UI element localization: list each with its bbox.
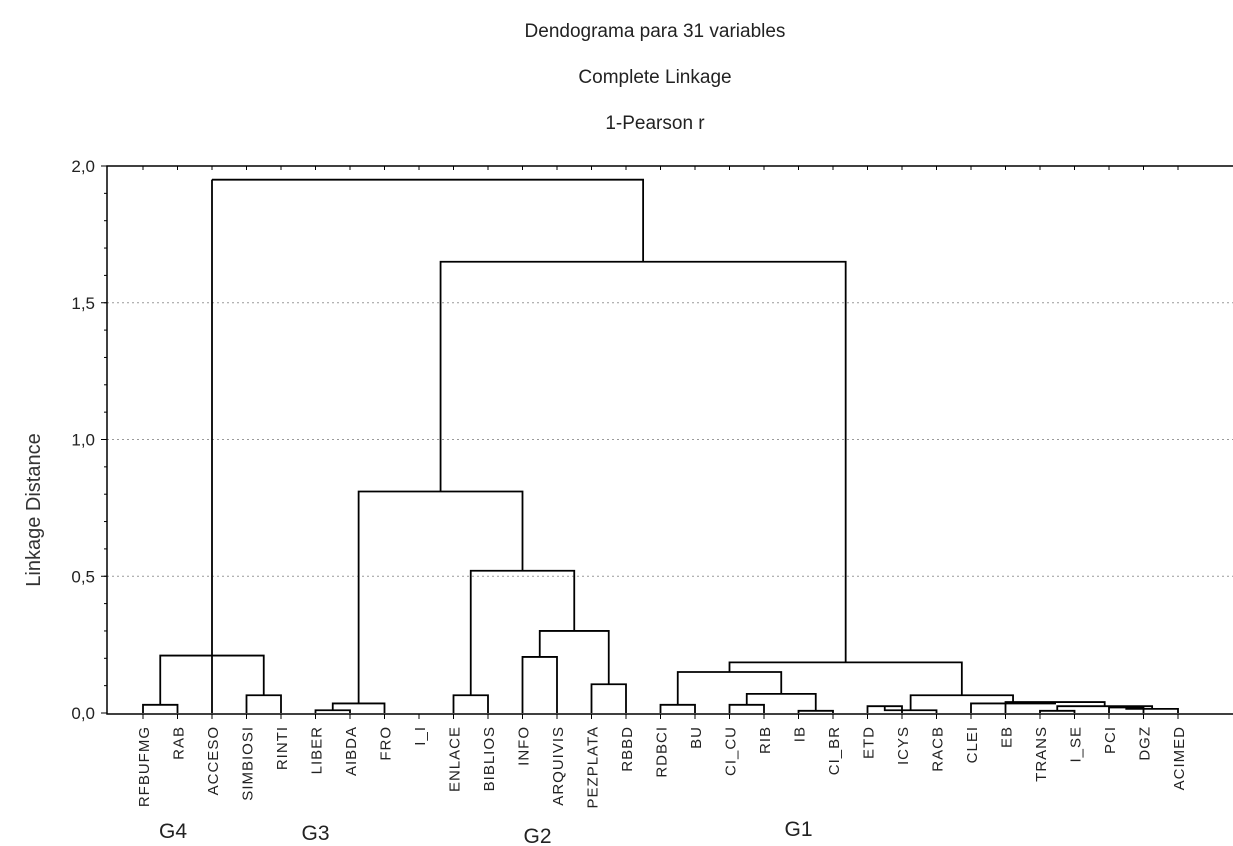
leaf-label-pezplata: PEZPLATA xyxy=(585,726,602,808)
leaf-label-etd: ETD xyxy=(861,726,878,759)
group-label-g3: G3 xyxy=(301,822,329,845)
chart-title-line-2: Complete Linkage xyxy=(578,67,731,88)
leaf-label-ci-br: CI_BR xyxy=(826,726,843,775)
leaf-label-info: INFO xyxy=(516,726,533,766)
leaf-label-acceso: ACCESO xyxy=(205,726,222,795)
y-axis: 0,0 0,5 1,0 1,5 2,0 xyxy=(71,157,1179,723)
leaf-label-bu: BU xyxy=(688,726,705,749)
dendrogram-link xyxy=(659,703,696,713)
leaf-label-liber: LIBER xyxy=(309,726,326,774)
leaf-label-trans: TRANS xyxy=(1033,726,1050,782)
group-label-g2: G2 xyxy=(523,825,551,846)
leaf-label-pci: PCI xyxy=(1102,726,1119,754)
dendrogram-link xyxy=(797,709,834,713)
dendrogram-link xyxy=(1125,707,1179,713)
dendrogram-link xyxy=(1039,709,1076,713)
group-labels: G4 G3 G2 G1 xyxy=(159,818,813,846)
leaf-label-rbbd: RBBD xyxy=(619,726,636,772)
leaf-label-aibda: AIBDA xyxy=(343,726,360,776)
dendrogram-link xyxy=(439,260,847,663)
plot-frame xyxy=(106,165,1233,715)
leaf-label-rib: RIB xyxy=(757,726,774,754)
dendrogram-links xyxy=(142,178,1179,713)
leaf-label-dgz: DGZ xyxy=(1137,726,1154,761)
leaf-label-enlace: ENLACE xyxy=(447,726,464,792)
leaf-label-acimed: ACIMED xyxy=(1171,726,1188,790)
grid-lines xyxy=(107,302,1233,577)
dendrogram-link xyxy=(314,709,351,713)
leaf-label-clei: CLEI xyxy=(964,726,981,763)
leaf-label-i-se: I_SE xyxy=(1068,726,1085,763)
dendrogram-link xyxy=(745,692,817,711)
dendrogram-link xyxy=(452,694,489,713)
chart-title: Dendograma para 31 variables Complete Li… xyxy=(525,21,786,134)
leaf-label-rab: RAB xyxy=(171,726,188,760)
leaf-label-i-i: I_I xyxy=(412,726,429,746)
dendrogram-link xyxy=(676,671,783,705)
dendrogram-link xyxy=(728,703,765,713)
group-label-g4: G4 xyxy=(159,820,187,843)
leaf-label-ib: IB xyxy=(792,726,809,742)
leaf-labels: RFBUFMG RAB ACCESO SIMBIOSI RINTI LIBER AIBDA F… xyxy=(136,726,1188,808)
leaf-label-eb: EB xyxy=(999,726,1016,748)
leaf-label-racb: RACB xyxy=(930,726,947,772)
dendrogram-link xyxy=(590,683,627,713)
y-tick-label: 0,5 xyxy=(71,567,95,586)
leaf-label-ci-cu: CI_CU xyxy=(723,726,740,776)
chart-title-line-3: 1-Pearson r xyxy=(605,113,705,134)
dendrogram-link xyxy=(521,656,558,713)
y-tick-label: 1,5 xyxy=(71,294,95,313)
dendrogram-link xyxy=(728,661,963,696)
dendrogram-link xyxy=(331,702,386,713)
dendrogram-link xyxy=(212,178,645,262)
y-tick-label: 2,0 xyxy=(71,157,95,176)
y-tick-label: 1,0 xyxy=(71,431,95,450)
dendrogram-link xyxy=(142,703,179,713)
leaf-label-simbiosi: SIMBIOSI xyxy=(240,726,257,801)
chart-title-line-1: Dendograma para 31 variables xyxy=(525,21,786,42)
dendrogram-link xyxy=(357,490,524,704)
dendrogram-link xyxy=(245,694,282,713)
leaf-label-rinti: RINTI xyxy=(274,726,291,770)
leaf-label-biblios: BIBLIOS xyxy=(481,726,498,791)
y-axis-title: Linkage Distance xyxy=(23,433,45,586)
leaf-label-fro: FRO xyxy=(378,726,395,761)
leaf-label-rfbufmg: RFBUFMG xyxy=(136,726,153,807)
leaf-label-icys: ICYS xyxy=(895,726,912,765)
leaf-label-arquivis: ARQUIVIS xyxy=(550,726,567,806)
y-tick-label: 0,0 xyxy=(71,704,95,723)
group-label-g1: G1 xyxy=(784,818,812,841)
leaf-label-rdbci: RDBCI xyxy=(654,726,671,778)
